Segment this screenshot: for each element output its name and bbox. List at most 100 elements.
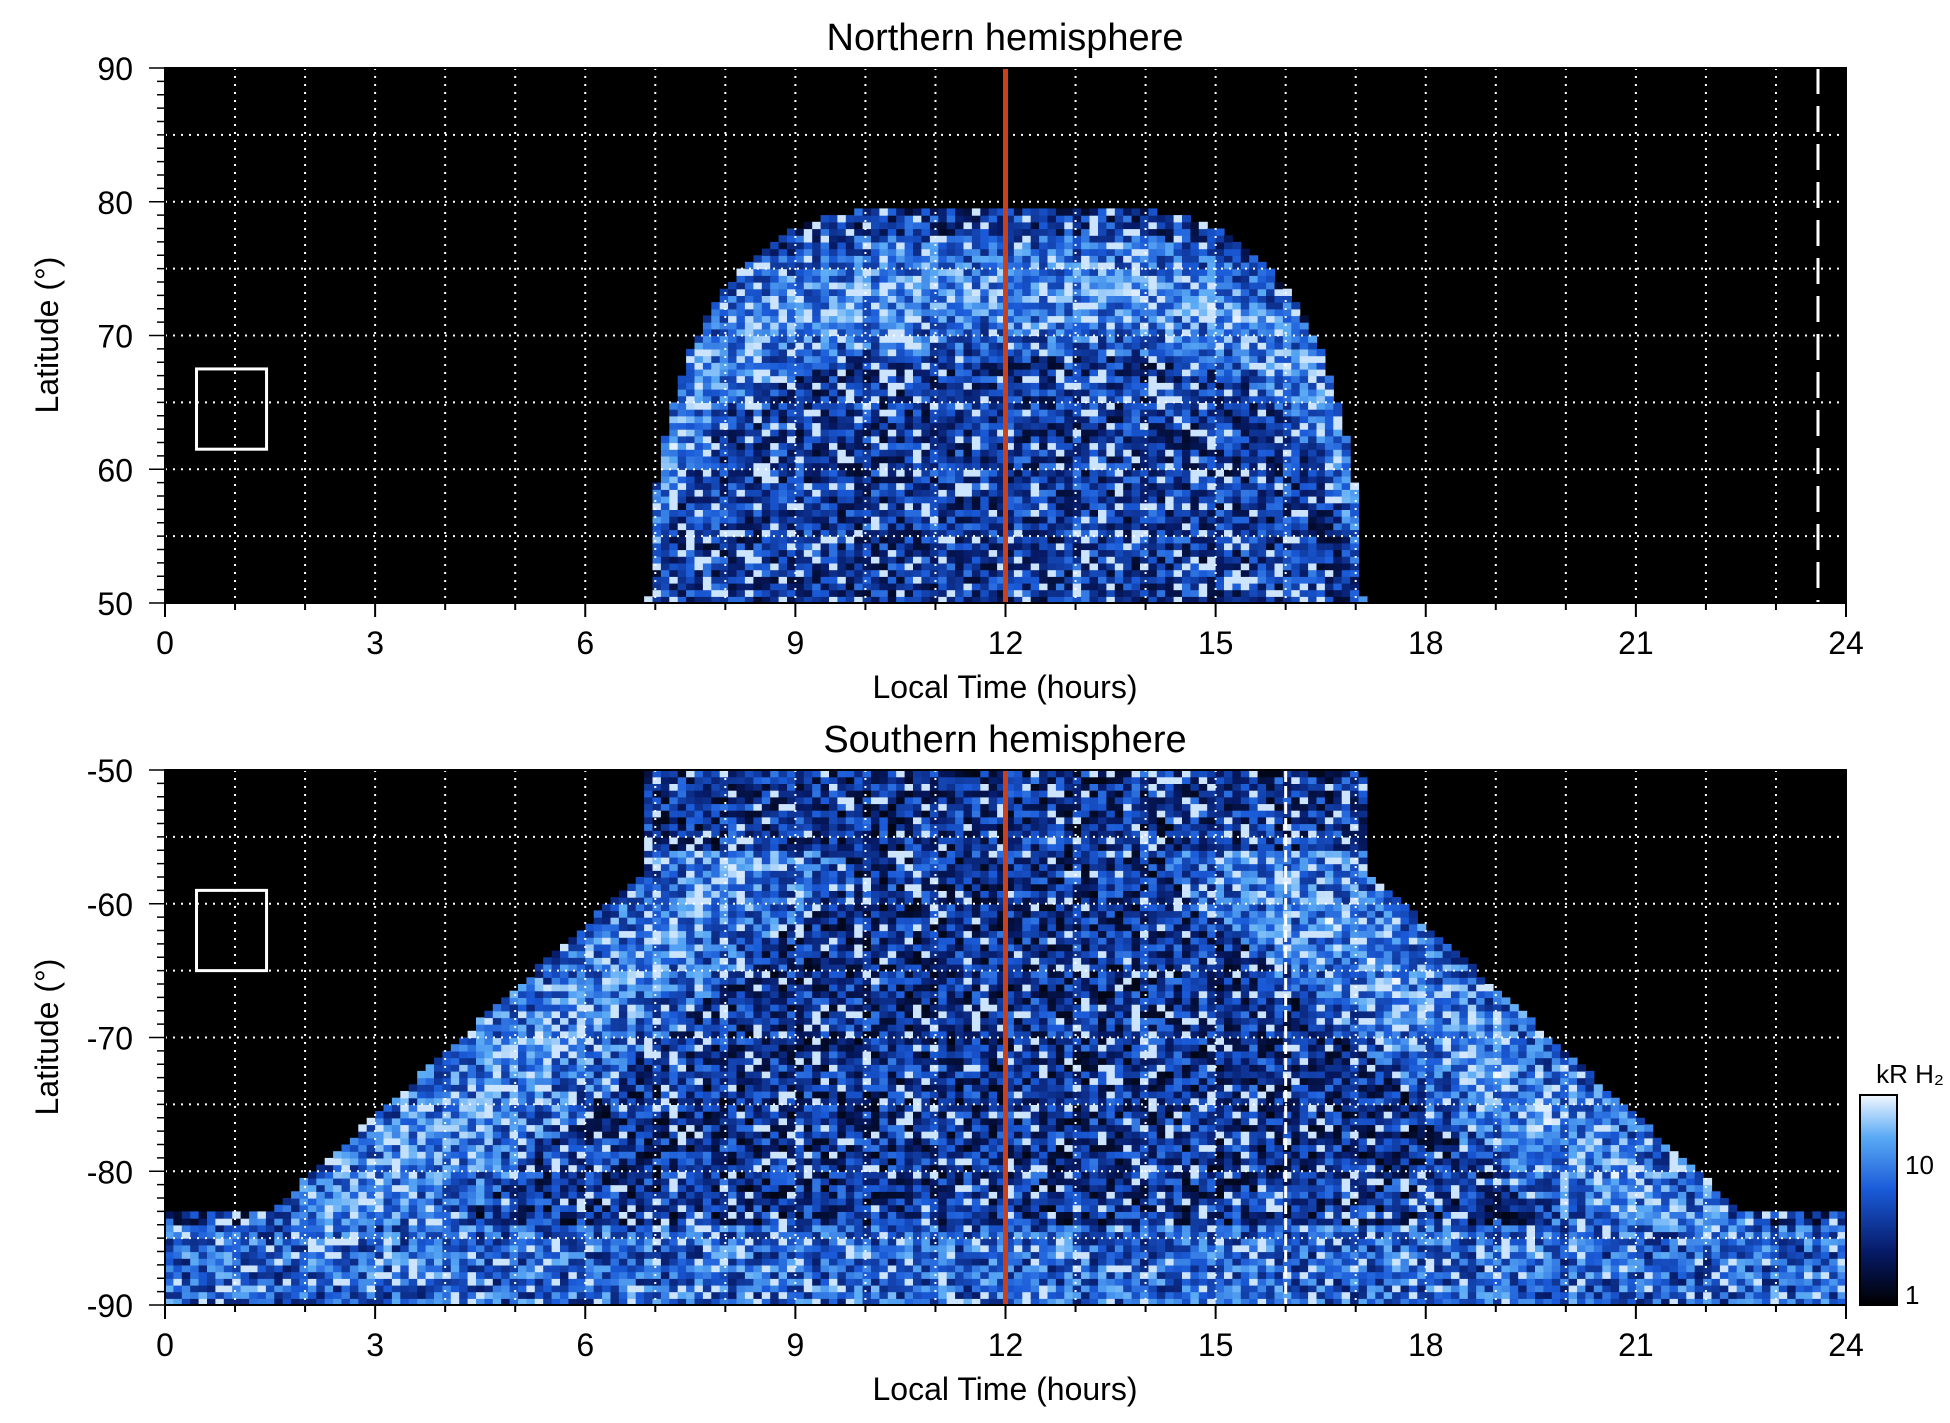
heatmap-cell (879, 261, 889, 270)
heatmap-cell (341, 1251, 351, 1259)
heatmap-cell (1013, 302, 1023, 310)
heatmap-cell (1249, 529, 1259, 537)
heatmap-cell (728, 549, 738, 557)
heatmap-cell (736, 315, 746, 323)
heatmap-cell (871, 442, 880, 450)
heatmap-cell (1055, 395, 1065, 403)
heatmap-cell (971, 322, 981, 330)
heatmap-cell (988, 435, 998, 444)
heatmap-cell (1240, 509, 1250, 517)
heatmap-cell (997, 569, 1007, 577)
heatmap-cell (871, 302, 880, 310)
heatmap-cell (1030, 342, 1040, 350)
heatmap-cell (366, 1177, 376, 1186)
heatmap-cell (316, 1231, 326, 1239)
heatmap-cell (1224, 315, 1233, 323)
heatmap-cell (997, 589, 1007, 597)
heatmap-cell (1039, 248, 1049, 256)
heatmap-cell (711, 362, 721, 370)
heatmap-cell (1072, 368, 1082, 377)
heatmap-cell (349, 1271, 359, 1279)
heatmap-cell (1324, 475, 1334, 484)
heatmap-cell (753, 449, 763, 457)
heatmap-cell (307, 1231, 317, 1239)
heatmap-cell (913, 295, 922, 303)
heatmap-cell (1030, 348, 1040, 357)
heatmap-cell (787, 529, 796, 537)
heatmap-cell (215, 1271, 225, 1279)
heatmap-cell (896, 509, 906, 517)
heatmap-cell (795, 435, 805, 444)
heatmap-cell (988, 215, 998, 223)
heatmap-cell (1282, 516, 1292, 524)
heatmap-cell (1341, 475, 1351, 484)
heatmap-cell (938, 322, 948, 330)
heatmap-cell (1047, 322, 1057, 330)
heatmap-cell (820, 315, 830, 323)
heatmap-cell (778, 375, 788, 383)
heatmap-cell (812, 302, 822, 310)
heatmap-cell (1030, 536, 1040, 544)
heatmap-cell (854, 322, 864, 330)
heatmap-cell (988, 288, 998, 296)
heatmap-cell (744, 288, 754, 296)
heatmap-cell (341, 1164, 351, 1172)
heatmap-cell (1266, 562, 1276, 571)
heatmap-cell (887, 489, 897, 497)
heatmap-cell (812, 362, 822, 370)
heatmap-cell (997, 261, 1007, 270)
heatmap-cell (1123, 569, 1133, 577)
heatmap-cell (719, 328, 729, 337)
heatmap-cell (702, 389, 712, 397)
heatmap-cell (904, 542, 914, 551)
heatmap-cell (1114, 469, 1124, 477)
heatmap-cell (955, 435, 965, 444)
heatmap-cell (1207, 395, 1217, 403)
heatmap-cell (854, 409, 864, 417)
heatmap-cell (1064, 556, 1074, 564)
heatmap-cell (324, 1251, 334, 1259)
heatmap-cell (358, 1258, 368, 1266)
heatmap-cell (1215, 355, 1225, 363)
heatmap-cell (837, 288, 847, 296)
heatmap-cell (1114, 582, 1124, 591)
heatmap-cell (660, 455, 670, 464)
heatmap-cell (1249, 496, 1259, 504)
heatmap-cell (1055, 315, 1065, 323)
heatmap-cell (181, 1284, 191, 1293)
heatmap-cell (198, 1298, 208, 1305)
heatmap-cell (929, 315, 939, 323)
heatmap-cell (980, 228, 990, 236)
heatmap-cell (677, 589, 687, 597)
heatmap-cell (887, 455, 897, 464)
heatmap-cell (1207, 469, 1217, 477)
heatmap-cell (845, 496, 855, 504)
heatmap-cell (1274, 342, 1284, 350)
heatmap-cell (904, 275, 914, 283)
heatmap-cell (997, 288, 1007, 296)
heatmap-cell (871, 522, 880, 531)
heatmap-cell (820, 536, 830, 544)
heatmap-cell (223, 1284, 233, 1293)
heatmap-cell (291, 1218, 301, 1226)
heatmap-cell (770, 589, 780, 597)
heatmap-cell (887, 315, 897, 323)
heatmap-cell (1156, 502, 1166, 510)
heatmap-cell (1182, 542, 1191, 551)
heatmap-cell (1224, 302, 1233, 310)
heatmap-cell (1232, 475, 1242, 484)
heatmap-cell (711, 315, 721, 323)
heatmap-cell (1324, 429, 1334, 437)
heatmap-cell (1156, 288, 1166, 296)
heatmap-cell (761, 328, 771, 337)
heatmap-cell (1274, 315, 1284, 323)
heatmap-cell (1022, 328, 1032, 337)
heatmap-cell (1148, 315, 1158, 323)
heatmap-cell (181, 1291, 191, 1299)
heatmap-cell (1165, 482, 1175, 490)
heatmap-cell (913, 402, 922, 410)
heatmap-cell (1106, 348, 1116, 357)
heatmap-cell (1106, 382, 1116, 390)
heatmap-cell (1274, 596, 1284, 603)
heatmap-cell (1055, 542, 1065, 551)
